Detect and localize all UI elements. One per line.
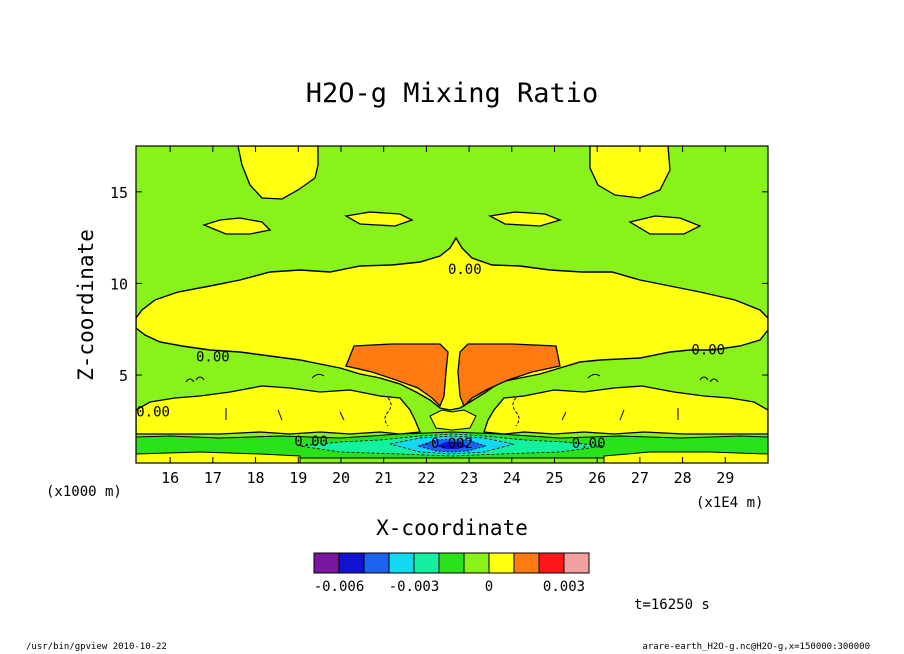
top-right-positive-region [589, 146, 671, 199]
colorbar-tick-label: 0.003 [543, 579, 585, 595]
x-axis-label: X-coordinate [376, 516, 528, 540]
contour-labels: 0.00 0.00 0.00 0.00 0.00 0.00 -0.002 [136, 262, 725, 452]
contour-label: 0.00 [448, 262, 482, 278]
contour-label: -0.002 [422, 436, 473, 452]
footer-right: arare-earth_H2O-g.nc@H2O-g,x=150000:3000… [642, 642, 870, 652]
x-tick-label: 23 [460, 469, 478, 487]
orange-right-wing [457, 343, 561, 408]
x-tick-label: 17 [204, 469, 222, 487]
top-left-positive-region [237, 146, 319, 200]
x-tick-label: 25 [545, 469, 563, 487]
time-label: t=16250 s [634, 597, 710, 613]
colorbar-swatch [338, 552, 365, 574]
x-tick-label: 16 [161, 469, 179, 487]
upper-band-left [202, 217, 272, 235]
contour-label: 0.00 [196, 350, 230, 366]
colorbar-swatch [388, 552, 415, 574]
contour-label: 0.00 [572, 436, 606, 452]
footer-left: /usr/bin/gpview 2010-10-22 [26, 642, 167, 652]
x-axis-ticks: 16 17 18 19 20 21 22 23 24 25 26 27 28 29 [161, 146, 734, 487]
center-island [429, 409, 477, 431]
colorbar-swatch [463, 552, 490, 574]
eddy-marks [185, 373, 719, 427]
x-tick-label: 26 [588, 469, 606, 487]
x-unit-label: (x1E4 m) [696, 495, 763, 511]
x-tick-label: 27 [631, 469, 649, 487]
y-axis-label: Z-coordinate [74, 229, 98, 381]
x-tick-label: 21 [375, 469, 393, 487]
mid-positive-region [136, 236, 768, 411]
x-tick-label: 18 [247, 469, 265, 487]
y-tick-label: 10 [110, 275, 128, 293]
colorbar-swatch [313, 552, 340, 574]
contour-label: 0.00 [691, 342, 725, 358]
chart-title: H2O-g Mixing Ratio [306, 78, 599, 109]
x-tick-label: 28 [674, 469, 692, 487]
negative-peak-core [436, 442, 468, 449]
colorbar [313, 552, 590, 574]
colorbar-tick-label: -0.003 [389, 579, 440, 595]
colorbar-swatch [363, 552, 390, 574]
y-unit-label: (x1000 m) [46, 484, 122, 500]
colorbar-tick-label: -0.006 [314, 579, 365, 595]
colorbar-swatch [488, 552, 515, 574]
colorbar-swatch [513, 552, 540, 574]
bottom-yellow-strip [136, 451, 768, 463]
colorbar-swatch [563, 552, 590, 574]
colorbar-swatch [538, 552, 565, 574]
lower-positive-region-right [483, 385, 768, 435]
upper-band-right [628, 215, 702, 235]
y-tick-label: 15 [110, 184, 128, 202]
plot-area [135, 145, 769, 464]
contour-label: 0.00 [136, 405, 170, 421]
upper-band-mid-right [487, 211, 562, 227]
colorbar-tick-labels: -0.006 -0.003 0 0.003 [314, 579, 585, 595]
x-tick-label: 24 [503, 469, 521, 487]
x-tick-label: 19 [289, 469, 307, 487]
orange-left-wing [345, 343, 449, 408]
y-axis-ticks: 5 10 15 [110, 184, 768, 385]
x-tick-label: 29 [716, 469, 734, 487]
x-tick-label: 20 [332, 469, 350, 487]
y-tick-label: 5 [119, 367, 128, 385]
contour-label: 0.00 [294, 434, 328, 450]
colorbar-tick-label: 0 [485, 579, 493, 595]
colorbar-swatch [413, 552, 440, 574]
upper-band-mid-left [344, 211, 414, 227]
plot-frame [135, 145, 769, 464]
x-tick-label: 22 [417, 469, 435, 487]
colorbar-swatch [438, 552, 465, 574]
